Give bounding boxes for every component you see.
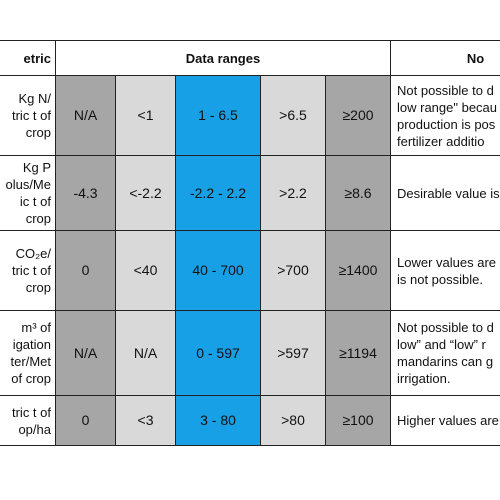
notes-cell: Desirable value is xyxy=(390,155,500,231)
metric-line: tric t of xyxy=(11,108,51,123)
range-cell: -4.3 xyxy=(55,155,116,231)
notes-cell: Not possible to d low” and “low” r mandari… xyxy=(390,310,500,396)
range-value: 0 xyxy=(81,262,90,278)
range-value: -4.3 xyxy=(73,184,98,201)
header-cell: etric xyxy=(0,40,56,76)
range-cell: N/A xyxy=(55,75,116,156)
note-line: Desirable value is xyxy=(397,185,500,201)
range-cell: 0 xyxy=(55,230,116,311)
notes-cell: Higher values are xyxy=(390,395,500,446)
metric-line: crop xyxy=(25,211,51,226)
range-value: ≥8.6 xyxy=(344,184,372,201)
metric-line: Kg N/ xyxy=(18,91,51,106)
range-value: >597 xyxy=(277,344,309,361)
range-cell: ≥1194 xyxy=(325,310,391,396)
metric-line: m³ of xyxy=(21,320,51,335)
range-value: <40 xyxy=(133,262,158,278)
range-cell: >6.5 xyxy=(260,75,326,156)
range-value: >700 xyxy=(277,262,309,278)
header-data-ranges: Data ranges xyxy=(185,50,261,66)
range-cell: >597 xyxy=(260,310,326,396)
metric-line: olus/Me xyxy=(5,177,51,192)
notes-cell: Lower values are is not possible. xyxy=(390,230,500,311)
header-notes: No xyxy=(466,50,485,66)
range-value: N/A xyxy=(73,344,98,361)
range-cell: 0 xyxy=(55,395,116,446)
header-cell: No xyxy=(390,40,500,76)
range-value: >2.2 xyxy=(279,184,307,201)
range-cell: 40 - 700 xyxy=(175,230,261,311)
note-line: is not possible. xyxy=(397,271,483,287)
header-metric: etric xyxy=(23,50,51,66)
metric-line: Kg P xyxy=(22,160,51,175)
range-value: ≥100 xyxy=(342,412,374,428)
range-value: 0 - 597 xyxy=(196,344,240,361)
metric-line: crop xyxy=(25,280,51,295)
note-line: low” and “low” r xyxy=(397,337,486,352)
range-value: 1 - 6.5 xyxy=(198,107,238,123)
note-line: Not possible to d xyxy=(397,82,494,98)
range-value: ≥200 xyxy=(342,107,374,123)
range-cell: 0 - 597 xyxy=(175,310,261,396)
range-value: <3 xyxy=(137,412,154,428)
range-cell: >80 xyxy=(260,395,326,446)
range-cell: <40 xyxy=(115,230,176,311)
metric-line: of crop xyxy=(11,371,51,386)
range-cell: ≥8.6 xyxy=(325,155,391,231)
note-line: fertilizer additio xyxy=(397,133,485,149)
range-value: 0 xyxy=(81,412,90,428)
range-value: >6.5 xyxy=(279,107,307,123)
range-value: ≥1194 xyxy=(339,344,377,361)
metric-line: tric t of xyxy=(11,263,51,278)
range-cell: N/A xyxy=(55,310,116,396)
range-cell: 1 - 6.5 xyxy=(175,75,261,156)
range-value: N/A xyxy=(73,107,98,123)
range-value: 40 - 700 xyxy=(192,262,244,278)
metric-line: ic t of xyxy=(19,194,51,209)
range-value: <-2.2 xyxy=(129,184,162,201)
note-line: mandarins can g xyxy=(397,354,494,369)
range-cell: -2.2 - 2.2 xyxy=(175,155,261,231)
note-line: Lower values are xyxy=(397,254,496,270)
metric-line: tric t of xyxy=(11,404,51,420)
range-cell: 3 - 80 xyxy=(175,395,261,446)
range-cell: >2.2 xyxy=(260,155,326,231)
note-line: low range" becau xyxy=(397,99,498,115)
metric-cell: CO₂e/tric t of crop xyxy=(0,230,56,311)
notes-cell: Not possible to d low range" becau product… xyxy=(390,75,500,156)
metric-cell: Kg N/tric t of crop xyxy=(0,75,56,156)
metric-line: CO₂e/ xyxy=(15,246,51,261)
range-cell: N/A xyxy=(115,310,176,396)
range-value: N/A xyxy=(133,344,158,361)
note-line: Higher values are xyxy=(397,413,499,428)
metric-cell: Kg P olus/Me ic t of crop xyxy=(0,155,56,231)
range-value: ≥1400 xyxy=(338,262,378,278)
note-line: irrigation. xyxy=(397,371,451,386)
range-value: 3 - 80 xyxy=(200,412,236,428)
metric-line: ter/Met xyxy=(10,354,51,369)
range-cell: <-2.2 xyxy=(115,155,176,231)
range-cell: >700 xyxy=(260,230,326,311)
note-line: Not possible to d xyxy=(397,320,494,335)
metric-cell: m³ of igation ter/Met of crop xyxy=(0,310,56,396)
range-value: <1 xyxy=(137,107,154,123)
range-value: >80 xyxy=(281,412,305,428)
metric-line: crop xyxy=(25,125,51,140)
range-cell: ≥200 xyxy=(325,75,391,156)
metric-cell: tric t of op/ha xyxy=(0,395,56,446)
range-cell: <1 xyxy=(115,75,176,156)
header-cell: Data ranges xyxy=(55,40,391,76)
range-cell: <3 xyxy=(115,395,176,446)
metric-line: op/ha xyxy=(18,421,51,437)
metric-line: igation xyxy=(12,337,51,352)
range-value: -2.2 - 2.2 xyxy=(189,184,247,201)
range-cell: ≥100 xyxy=(325,395,391,446)
range-cell: ≥1400 xyxy=(325,230,391,311)
note-line: production is pos xyxy=(397,116,496,132)
